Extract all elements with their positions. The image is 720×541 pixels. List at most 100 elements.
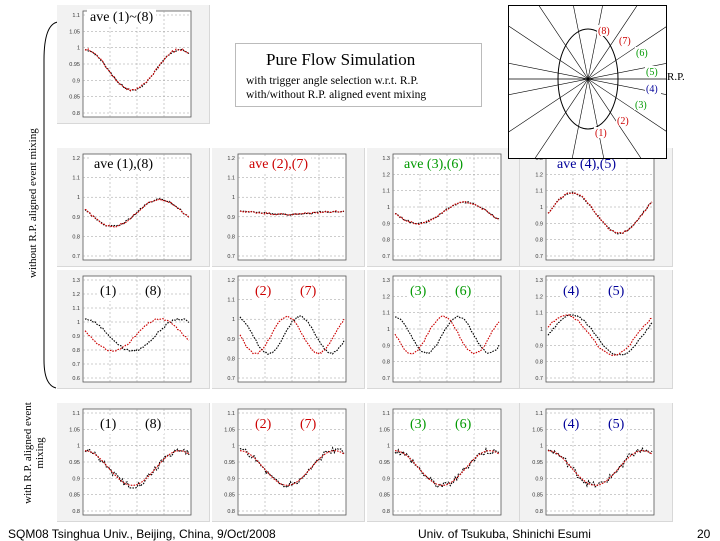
- series-curve-black: [84, 448, 190, 489]
- y-tick-label: 0.95: [224, 460, 235, 466]
- y-tick-label: 0.9: [382, 476, 390, 482]
- series-curve-black: [84, 198, 190, 227]
- series-curve-red: [547, 191, 653, 234]
- y-tick-label: 0.8: [535, 238, 543, 244]
- y-tick-label: 1.05: [379, 427, 390, 433]
- y-tick-label: 1.1: [72, 13, 80, 19]
- simulation-box: Pure Flow Simulation with trigger angle …: [235, 43, 482, 107]
- plot-svg: 1.1 1.05 1 0.95 0.9 0.85 0.8: [69, 408, 192, 516]
- y-tick-label: 1.1: [535, 411, 543, 417]
- plot-svg: 1.3 1.2 1.1 1 0.9 0.8 0.7: [535, 275, 655, 383]
- y-tick-label: 0.8: [535, 360, 543, 366]
- panel-label-right: (7): [297, 283, 320, 301]
- plot-panel-r2-c3: 1.3 1.2 1.1 1 0.9 0.8 0.7 (4) (5): [520, 270, 673, 389]
- panel-label: ave (1)~(8): [87, 9, 157, 27]
- y-tick-label: 0.95: [532, 460, 543, 466]
- reaction-plane-diagram: (8) (7) (6) (5) (4) (3) (2) (1): [480, 0, 696, 187]
- panel-label-left: (3): [407, 416, 430, 434]
- rp-bin-label: (4): [646, 84, 658, 95]
- y-tick-label: 1.3: [72, 278, 80, 284]
- series-curve-red: [547, 450, 653, 486]
- plot-svg: 1.2 1.1 1 0.9 0.8 0.7: [227, 275, 347, 383]
- panel-label-right: (8): [142, 283, 165, 301]
- y-tick-label: 0.8: [72, 348, 80, 354]
- plot-svg: 1.1 1.05 1 0.95 0.9 0.85 0.8: [379, 408, 502, 516]
- y-tick-label: 0.6: [72, 376, 80, 382]
- panel-label-right: (5): [605, 416, 628, 434]
- y-tick-label: 0.8: [72, 509, 80, 515]
- series-curve-black: [395, 200, 500, 225]
- series-curve-red: [239, 315, 345, 355]
- series-curve-red: [394, 450, 500, 486]
- panel-label-left: (1): [97, 416, 120, 434]
- y-tick-label: 1.1: [227, 411, 235, 417]
- y-tick-label: 1.05: [532, 427, 543, 433]
- y-tick-label: 1.05: [69, 29, 80, 35]
- y-tick-label: 1: [540, 444, 543, 450]
- y-tick-label: 1: [387, 327, 390, 333]
- y-tick-label: 1: [77, 444, 80, 450]
- y-tick-label: 0.8: [227, 356, 235, 362]
- y-tick-label: 0.85: [532, 493, 543, 499]
- y-tick-label: 0.9: [72, 78, 80, 84]
- y-tick-label: 0.7: [535, 376, 543, 382]
- y-tick-label: 1: [387, 444, 390, 450]
- plot-panel-r0-c0: 1.1 1.05 1 0.95 0.9 0.85 0.8 ave (1)~(8): [57, 5, 210, 124]
- series-curve-black: [239, 315, 345, 355]
- series-curve-red: [84, 48, 190, 92]
- footer-left: SQM08 Tsinghua Univ., Beijing, China, 9/…: [8, 527, 276, 541]
- footer-center: Univ. of Tsukuba, Shinichi Esumi: [418, 527, 591, 541]
- plot-svg: 1.1 1.05 1 0.95 0.9 0.85 0.8: [532, 408, 655, 516]
- y-tick-label: 0.85: [379, 493, 390, 499]
- rp-bin-label: (7): [619, 36, 631, 47]
- y-tick-label: 0.85: [69, 95, 80, 101]
- y-tick-label: 0.8: [535, 509, 543, 515]
- y-tick-label: 1.1: [72, 411, 80, 417]
- panel-label-right: (7): [297, 416, 320, 434]
- y-tick-label: 0.95: [69, 460, 80, 466]
- series-curve-black: [84, 317, 190, 353]
- rp-label-bg: [645, 83, 661, 94]
- plot-panel-r2-c1: 1.2 1.1 1 0.9 0.8 0.7 (2) (7): [212, 270, 365, 389]
- y-tick-label: 1.2: [382, 294, 390, 300]
- plot-panel-r2-c0: 1.3 1.2 1.1 1 0.9 0.8 0.7 0.6 (1) (8): [57, 270, 210, 389]
- y-tick-label: 1.1: [535, 311, 543, 317]
- y-tick-label: 0.9: [535, 476, 543, 482]
- y-tick-label: 1: [77, 46, 80, 52]
- plot-svg: 1.1 1.05 1 0.95 0.9 0.85 0.8: [224, 408, 347, 516]
- y-tick-label: 1.2: [535, 172, 543, 178]
- rp-bin-label: (6): [636, 48, 648, 59]
- y-tick-label: 0.9: [227, 476, 235, 482]
- series-curve-black: [239, 210, 345, 216]
- y-tick-label: 1.1: [72, 176, 80, 182]
- y-tick-label: 0.9: [227, 337, 235, 343]
- y-tick-label: 1.05: [224, 427, 235, 433]
- y-tick-label: 0.8: [227, 234, 235, 240]
- y-tick-label: 1.1: [535, 189, 543, 195]
- y-tick-label: 0.9: [535, 221, 543, 227]
- panel-label-right: (6): [452, 416, 475, 434]
- series-curve-red: [547, 314, 653, 357]
- y-tick-label: 1.1: [382, 189, 390, 195]
- y-tick-label: 1: [77, 195, 80, 201]
- y-tick-label: 0.8: [72, 111, 80, 117]
- y-tick-label: 0.95: [69, 62, 80, 68]
- y-tick-label: 1.2: [227, 156, 235, 162]
- rp-bin-label: (2): [617, 116, 629, 127]
- series-curve-red: [394, 200, 500, 225]
- y-tick-label: 1.2: [227, 278, 235, 284]
- y-tick-label: 1: [387, 205, 390, 211]
- rp-bin-label: (3): [635, 100, 647, 111]
- series-curve-black: [394, 315, 500, 355]
- y-tick-label: 0.7: [535, 254, 543, 260]
- y-tick-label: 0.85: [69, 493, 80, 499]
- y-tick-label: 1.3: [535, 278, 543, 284]
- y-tick-label: 0.85: [224, 493, 235, 499]
- y-tick-label: 0.8: [227, 509, 235, 515]
- y-tick-label: 1.1: [227, 176, 235, 182]
- side-label-with: with R.P. aligned event mixing: [22, 398, 46, 508]
- y-tick-label: 1.05: [69, 427, 80, 433]
- rp-label: R.P.: [667, 71, 685, 83]
- panel-label-right: (5): [605, 283, 628, 301]
